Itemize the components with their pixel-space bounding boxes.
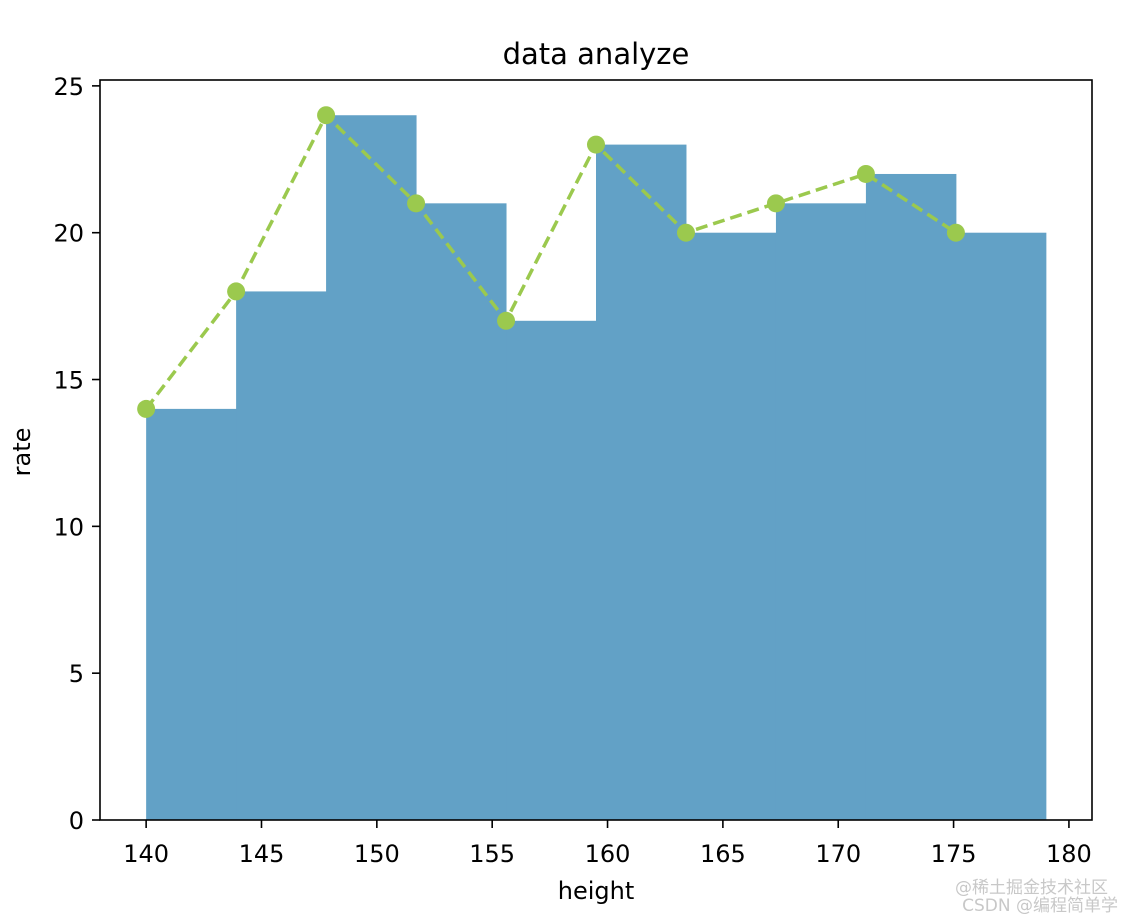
x-axis-label: height (558, 877, 635, 905)
y-tick-label-1: 5 (69, 660, 84, 688)
histogram-bars (146, 115, 1047, 821)
series-point-7 (766, 194, 785, 213)
y-axis-ticks: 0 5 10 15 20 25 (53, 73, 100, 835)
watermark-line-1: @稀土掘金技术社区 (955, 878, 1108, 898)
x-tick-label-7: 175 (931, 840, 977, 868)
histogram-bar-1 (236, 291, 327, 820)
histogram-bar-9 (955, 232, 1047, 820)
x-tick-label-8: 180 (1046, 840, 1092, 868)
series-line (137, 106, 965, 418)
chart-title: data analyze (503, 37, 690, 71)
y-tick-label-4: 20 (53, 220, 84, 248)
series-point-6 (676, 223, 695, 242)
x-tick-label-5: 165 (700, 840, 746, 868)
plot-frame (99, 79, 1093, 821)
series-point-1 (227, 282, 246, 301)
series-line-path (144, 113, 957, 410)
histogram-bar-0 (146, 408, 237, 820)
histogram-bar-2 (326, 115, 417, 820)
histogram-bar-3 (416, 203, 507, 821)
series-point-3 (407, 194, 426, 213)
x-tick-label-4: 160 (585, 840, 631, 868)
series-point-2 (317, 106, 336, 125)
x-tick-label-1: 145 (239, 840, 285, 868)
histogram-bar-7 (775, 203, 867, 821)
y-axis-label: rate (8, 428, 36, 477)
series-point-0 (137, 399, 156, 418)
histogram-bar-5 (596, 144, 687, 821)
y-tick-label-5: 25 (53, 73, 84, 101)
x-axis-ticks: 140 145 150 155 160 165 170 175 180 (123, 820, 1092, 868)
x-tick-label-6: 170 (815, 840, 861, 868)
y-tick-label-2: 10 (53, 513, 84, 541)
series-point-5 (587, 135, 605, 154)
series-point-4 (497, 311, 516, 330)
x-tick-label-0: 140 (123, 840, 169, 868)
watermark-line-2: CSDN @编程简单学 (962, 896, 1118, 916)
series-point-8 (856, 164, 875, 183)
y-tick-label-3: 15 (53, 367, 84, 395)
x-tick-label-3: 155 (469, 840, 515, 868)
histogram-bar-4 (506, 320, 597, 820)
series-point-9 (946, 223, 965, 242)
y-tick-label-0: 0 (69, 807, 84, 835)
histogram-bar-8 (865, 173, 957, 820)
x-tick-label-2: 150 (354, 840, 400, 868)
histogram-bar-6 (685, 232, 777, 820)
